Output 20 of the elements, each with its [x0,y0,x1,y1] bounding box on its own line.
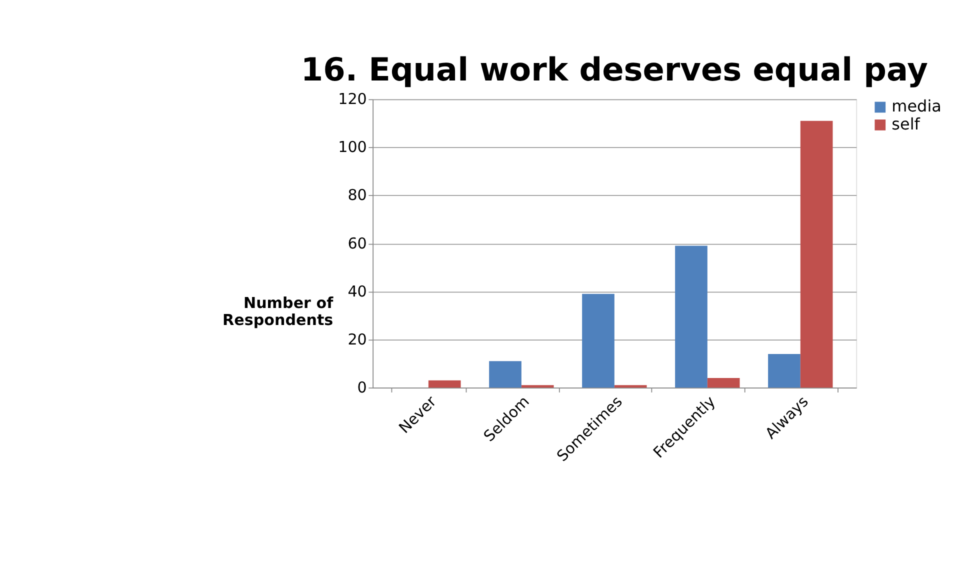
legend-label: media [892,96,942,116]
legend-label: self [892,114,920,134]
bar [428,380,461,388]
bar [800,120,833,388]
y-tick-label: 20 [348,330,367,348]
bar [707,378,740,388]
bar [614,385,647,388]
bar [582,294,614,388]
y-tick-label: 0 [357,378,367,396]
bar [489,361,522,388]
bar [675,246,708,388]
y-tick-label: 60 [348,234,367,252]
y-tick-label: 80 [348,186,367,204]
bar [521,385,554,388]
chart-title: 16. Equal work deserves equal pay [300,50,928,89]
y-axis-title: Number of Respondents [222,294,334,330]
y-tick-label: 100 [338,138,367,156]
y-tick-label: 120 [338,90,367,108]
y-tick-label: 40 [348,282,367,300]
bar [768,354,800,388]
